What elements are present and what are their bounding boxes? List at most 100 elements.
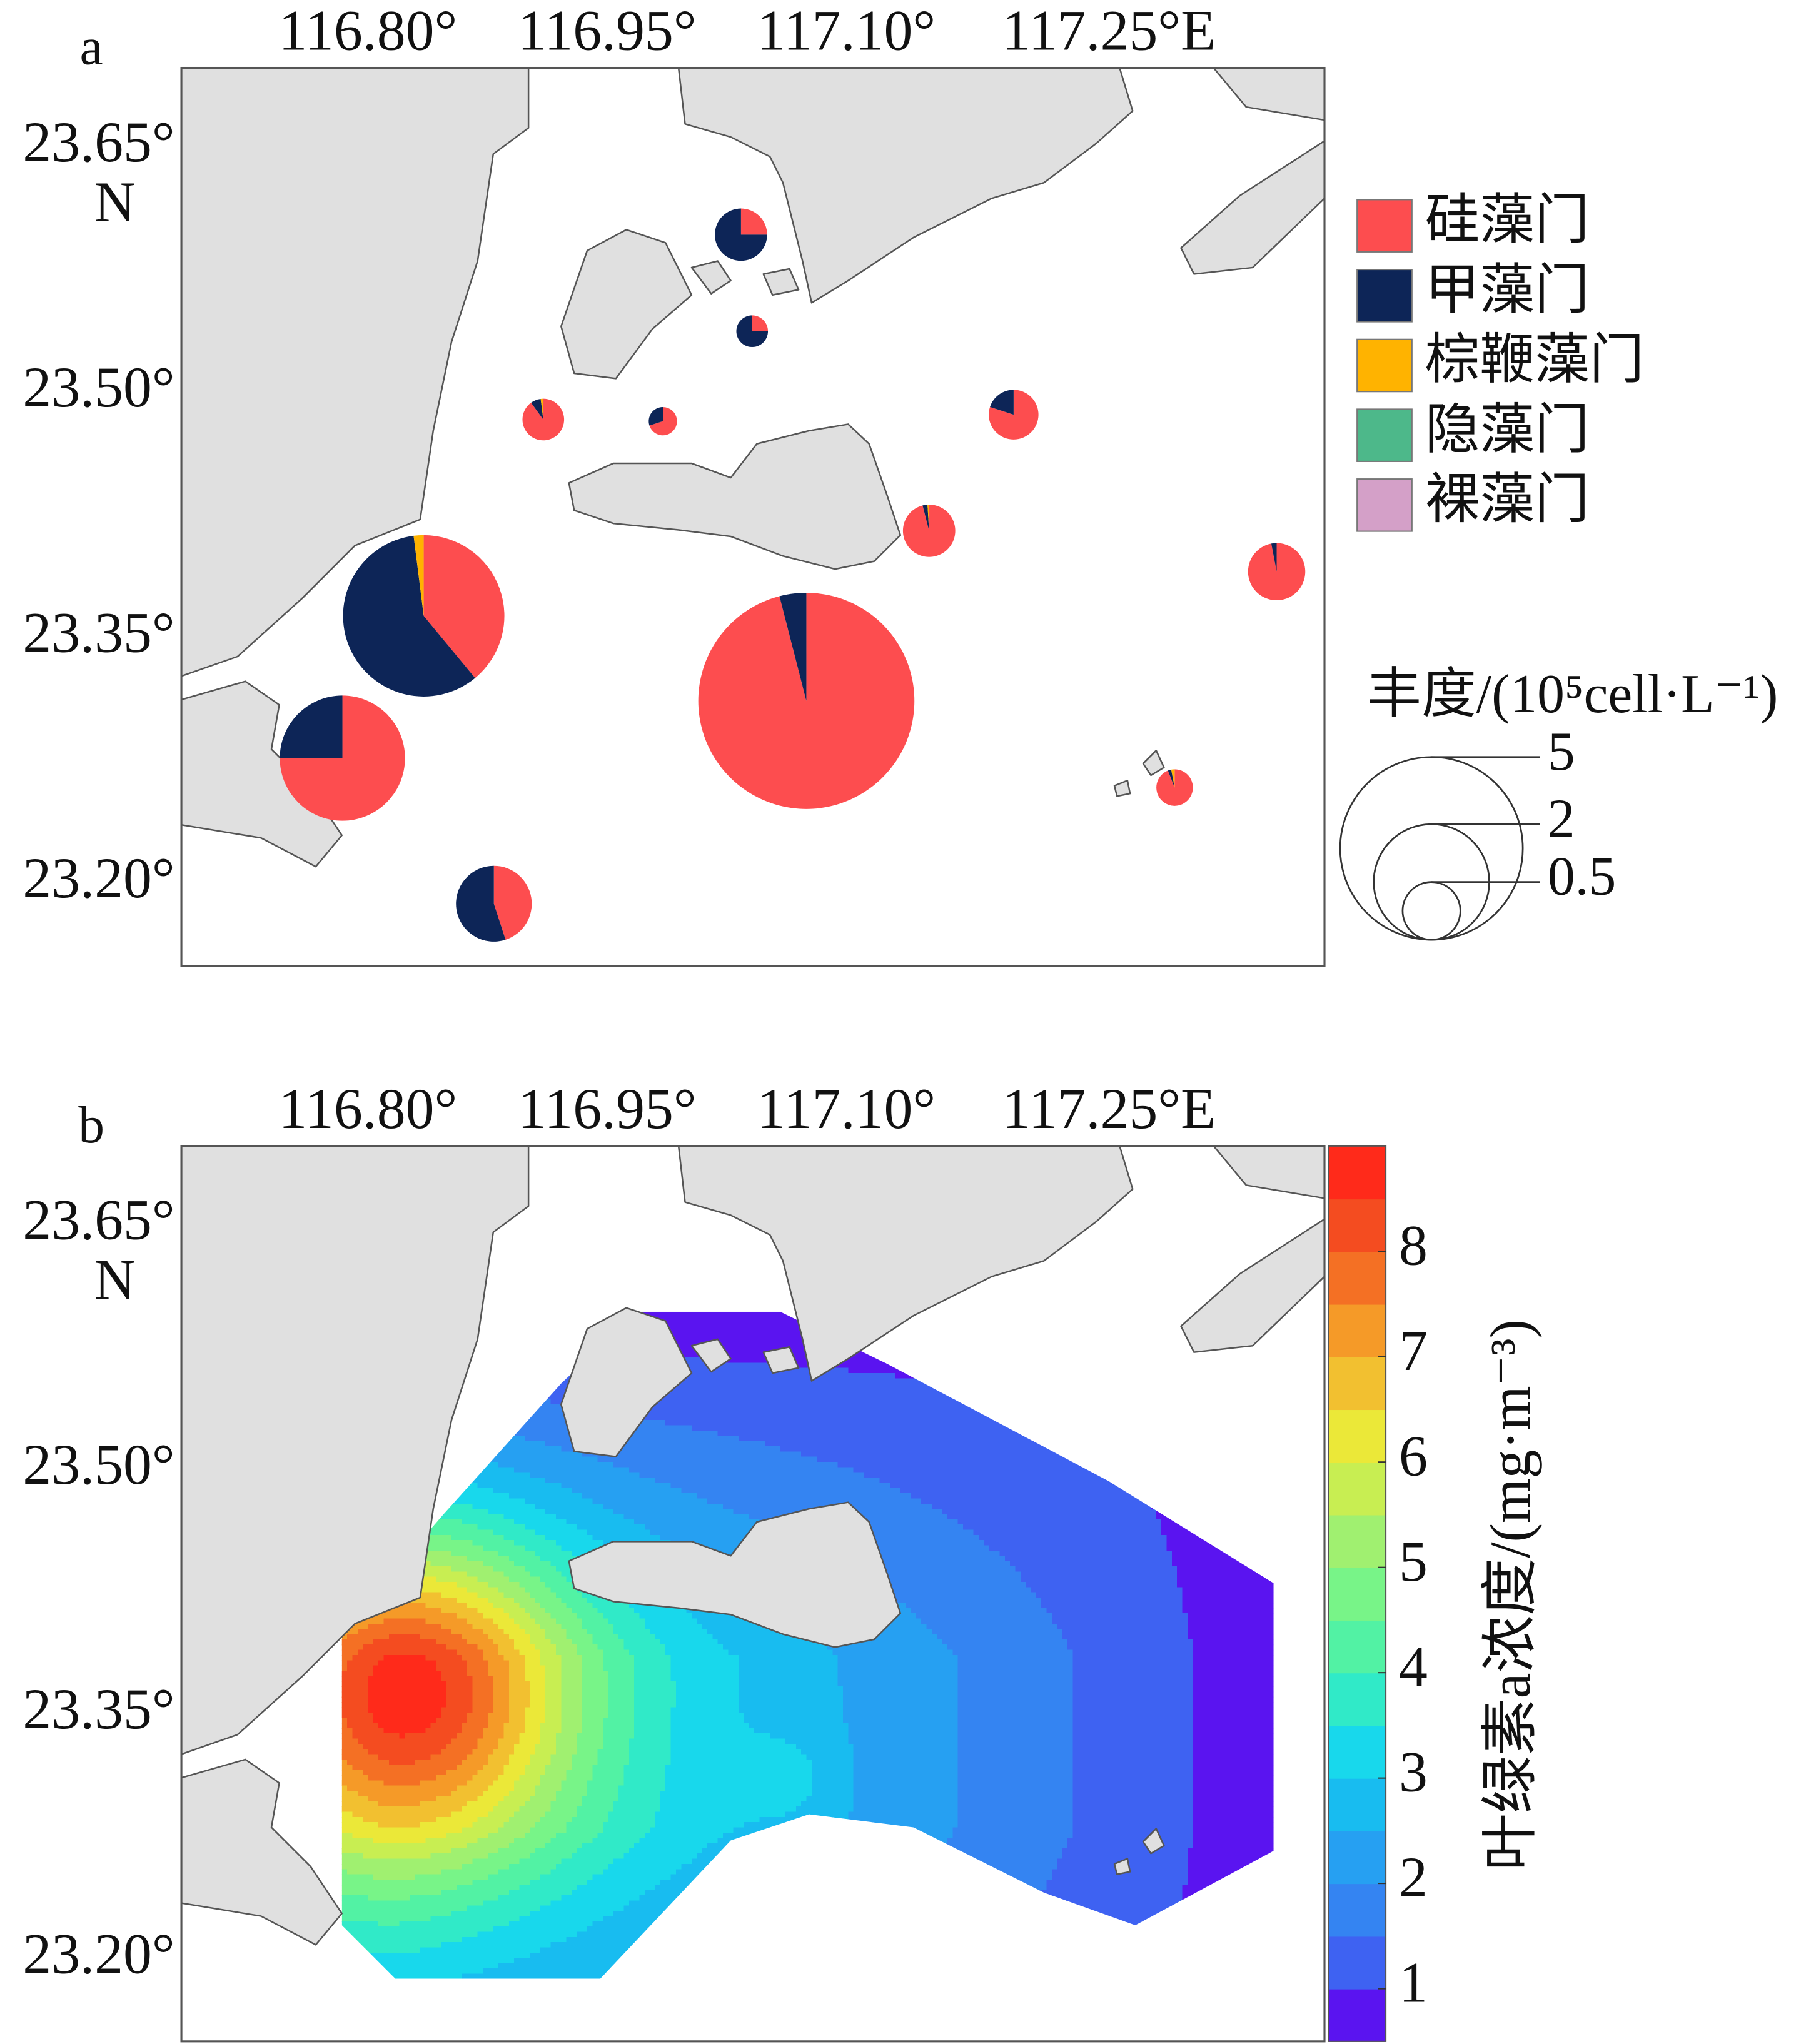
contour-band (957, 1796, 1074, 1802)
contour-band (837, 1654, 959, 1661)
contour-band (545, 1811, 578, 1818)
colorbar-label: 叶绿素a浓度/(mg·m⁻³) (1478, 1319, 1542, 1871)
contour-band (843, 1686, 959, 1693)
contour-band (347, 1869, 442, 1875)
contour-band (843, 1696, 959, 1703)
contour-band (483, 1968, 620, 1975)
contour-band (603, 1660, 635, 1666)
contour-band (493, 1681, 510, 1688)
contour-band (561, 1446, 781, 1452)
contour-band (488, 1712, 510, 1719)
contour-band (462, 1759, 489, 1766)
contour-band (670, 1718, 745, 1724)
contour-band (540, 1556, 578, 1562)
contour-band (1072, 1702, 1194, 1708)
contour-band (1193, 1681, 1274, 1688)
contour-band (1072, 1676, 1194, 1682)
contour-band (561, 1702, 583, 1708)
contour-band (555, 1649, 578, 1656)
contour-band (1072, 1811, 1194, 1818)
contour-band (571, 1765, 593, 1771)
contour-band (425, 1420, 667, 1426)
contour-band (1062, 1848, 1188, 1855)
contour-band (853, 1806, 959, 1813)
contour-band (837, 1681, 959, 1688)
contour-band (1193, 1707, 1274, 1713)
contour-band (368, 1702, 447, 1708)
contour-band (477, 1608, 505, 1614)
contour-band (357, 1629, 453, 1635)
y-tick-label: 23.20° (23, 846, 174, 910)
contour-band (472, 1858, 520, 1865)
contour-band (1051, 1618, 1188, 1624)
contour-band (754, 1728, 849, 1734)
contour-band (639, 1472, 865, 1479)
contour-band (801, 1451, 1116, 1457)
contour-band (415, 1587, 468, 1593)
contour-band (383, 1618, 426, 1624)
contour-band (582, 1686, 609, 1693)
contour-band (462, 1634, 489, 1640)
contour-band (670, 1754, 807, 1760)
contour-band (1193, 1743, 1274, 1750)
contour-band (530, 1702, 547, 1708)
contour-band (508, 1576, 541, 1583)
contour-band (837, 1676, 959, 1682)
contour-band (1171, 1561, 1274, 1568)
y-tick-label: 23.50° (23, 1432, 174, 1496)
contour-band (577, 1931, 692, 1938)
contour-band (577, 1848, 630, 1855)
contour-band (566, 1827, 604, 1833)
contour-band (561, 1696, 583, 1703)
contour-band (957, 1759, 1074, 1766)
contour-band (884, 1587, 1032, 1593)
contour-band (545, 1686, 562, 1693)
contour-band (670, 1738, 787, 1744)
contour-band (446, 1644, 478, 1651)
contour-band (587, 1629, 614, 1635)
contour-band (561, 1728, 583, 1734)
contour-band (514, 1780, 541, 1786)
contour-band (373, 1718, 437, 1724)
contour-band (623, 1853, 698, 1860)
contour-band (535, 1618, 557, 1624)
contour-band (378, 1801, 421, 1808)
contour-band (670, 1665, 740, 1672)
contour-band (508, 1696, 531, 1703)
contour-band (452, 1791, 484, 1797)
contour-band (566, 1822, 604, 1828)
colorbar-band (1328, 1462, 1386, 1516)
contour-band (1072, 1785, 1194, 1792)
contour-band (691, 1425, 1084, 1431)
contour-band (1072, 1728, 1194, 1734)
contour-band (957, 1691, 1074, 1698)
contour-band (634, 1686, 677, 1693)
contour-band (613, 1509, 734, 1515)
contour-band (603, 1738, 630, 1744)
contour-band (561, 1707, 583, 1713)
contour-band (519, 1806, 552, 1813)
contour-band (957, 1696, 1074, 1703)
contour-band (1072, 1801, 1194, 1808)
contour-band (341, 1921, 380, 1928)
pie-wedge (343, 535, 475, 697)
contour-band (655, 1816, 760, 1823)
contour-band (508, 1556, 541, 1562)
colorbar-band (1328, 1725, 1386, 1779)
contour-band (493, 1749, 515, 1755)
pie-wedge (927, 505, 929, 531)
contour-band (582, 1660, 604, 1666)
contour-band (571, 1488, 682, 1494)
contour-band (524, 1770, 547, 1776)
contour-band (341, 1869, 348, 1875)
contour-band (472, 1879, 531, 1886)
contour-band (597, 1608, 635, 1614)
contour-band (582, 1493, 698, 1499)
contour-band (493, 1702, 510, 1708)
colorbar-band (1328, 1936, 1386, 1990)
contour-band (603, 1665, 635, 1672)
contour-band (498, 1801, 525, 1808)
contour-band (832, 1649, 954, 1656)
contour-band (373, 1712, 442, 1719)
contour-band (498, 1743, 515, 1750)
